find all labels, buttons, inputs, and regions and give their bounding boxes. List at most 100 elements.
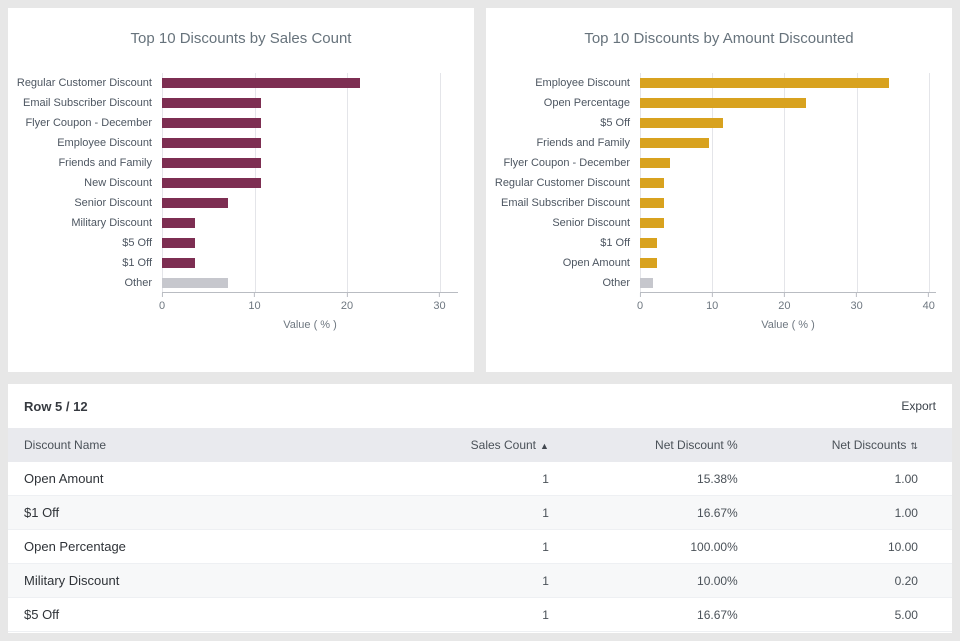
bar-row	[640, 73, 936, 93]
chart-card-sales-count: Top 10 Discounts by Sales Count Regular …	[8, 8, 474, 372]
sort-arrows-icon: ⇅	[910, 441, 918, 451]
cell-net-discounts: 0.20	[894, 573, 918, 588]
category-label: Other	[602, 277, 630, 289]
gridline	[439, 73, 441, 292]
bar-row	[162, 153, 458, 173]
bar	[640, 138, 710, 148]
bar	[640, 178, 664, 188]
column-header-label: Sales Count	[470, 438, 537, 452]
bar-row	[162, 193, 458, 213]
chart-body: Employee Discount Open Percentage $5 Off Fr…	[486, 73, 952, 331]
y-axis-labels: Employee Discount Open Percentage $5 Off Fr…	[492, 73, 640, 331]
bar	[640, 218, 664, 228]
x-tick-label: 40	[923, 293, 935, 312]
bar-row	[162, 73, 458, 93]
plot-area	[162, 73, 458, 293]
discounts-table-card: Row 5 / 12 Export Discount Name Sales Cou…	[8, 384, 952, 633]
bar	[640, 278, 653, 288]
column-header-label: Discount Name	[24, 438, 107, 452]
x-axis-ticks: 0 10 20 30 40	[637, 293, 936, 313]
caret-up-icon: ▲	[540, 441, 549, 451]
x-tick-label: 10	[248, 293, 260, 312]
cell-sales-count: 1	[542, 471, 549, 486]
table-row[interactable]: $5 Off 1 16.67% 5.00	[8, 598, 952, 632]
column-header-net-discount-[interactable]: Net Discount %	[565, 438, 754, 452]
category-label: Military Discount	[71, 217, 152, 229]
row-count-indicator: Row 5 / 12	[24, 398, 88, 414]
column-header-label: Net Discount %	[655, 438, 738, 452]
cell-sales-count: 1	[542, 539, 549, 554]
bar-row	[162, 173, 458, 193]
category-label: New Discount	[84, 177, 152, 189]
category-label: Open Percentage	[543, 97, 630, 109]
cell-net-discount-pct: 16.67%	[697, 607, 738, 622]
cell-net-discount-pct: 10.00%	[697, 573, 738, 588]
cell-net-discounts: 1.00	[894, 471, 918, 486]
cell-discount-name: $1 Off	[24, 505, 60, 520]
x-tick-label: 0	[159, 293, 165, 312]
category-label: Email Subscriber Discount	[23, 97, 152, 109]
table-row[interactable]: $1 Off 1 16.67% 1.00	[8, 496, 952, 530]
gridline	[347, 73, 348, 292]
column-header-discount-name[interactable]: Discount Name	[8, 438, 395, 452]
column-header-sales-count[interactable]: Sales Count ▲	[395, 438, 565, 452]
cell-net-discount-pct: 15.38%	[697, 471, 738, 486]
x-axis-ticks: 0 10 20 30	[159, 293, 458, 313]
charts-row: Top 10 Discounts by Sales Count Regular …	[8, 8, 952, 372]
category-label: Senior Discount	[74, 197, 152, 209]
gridline	[712, 73, 714, 292]
bar-row	[640, 153, 936, 173]
x-axis-title: Value ( % )	[761, 319, 815, 331]
chart-body: Regular Customer Discount Email Subscribe…	[8, 73, 474, 331]
bar	[640, 198, 664, 208]
x-tick-label: 30	[433, 293, 445, 312]
bar-row	[640, 133, 936, 153]
table-row[interactable]: Open Amount 1 15.38% 1.00	[8, 462, 952, 496]
bar-row	[640, 233, 936, 253]
category-label: $1 Off	[600, 237, 630, 249]
bar	[162, 78, 361, 88]
bar	[162, 218, 196, 228]
cell-sales-count: 1	[542, 505, 549, 520]
category-label: Open Amount	[562, 257, 630, 269]
category-label: Friends and Family	[536, 137, 630, 149]
category-label: $5 Off	[122, 237, 152, 249]
bar	[162, 258, 196, 268]
x-axis-title: Value ( % )	[283, 319, 337, 331]
column-header-label: Net Discounts	[831, 438, 907, 452]
chart-title: Top 10 Discounts by Sales Count	[130, 30, 352, 47]
bar-row	[162, 133, 458, 153]
bar-row	[162, 93, 458, 113]
cell-net-discounts: 10.00	[887, 539, 918, 554]
gridline	[928, 73, 930, 292]
cell-discount-name: Military Discount	[24, 573, 120, 588]
category-label: Regular Customer Discount	[16, 77, 152, 89]
x-tick-label: 10	[706, 293, 718, 312]
bar-row	[640, 113, 936, 133]
cell-sales-count: 1	[542, 573, 549, 588]
table-row[interactable]: Military Discount 1 10.00% 0.20	[8, 564, 952, 598]
bar	[640, 238, 657, 248]
x-tick-label: 0	[637, 293, 643, 312]
bar	[162, 118, 262, 128]
cell-discount-name: Open Amount	[24, 471, 104, 486]
bar	[640, 258, 657, 268]
bar-row	[162, 253, 458, 273]
bar-row	[640, 273, 936, 293]
bar	[640, 98, 807, 108]
cell-net-discounts: 5.00	[894, 607, 918, 622]
category-label: Regular Customer Discount	[494, 177, 630, 189]
bar	[162, 138, 262, 148]
table-row[interactable]: Open Percentage 1 100.00% 10.00	[8, 530, 952, 564]
column-header-net-discounts[interactable]: Net Discounts ⇅	[754, 438, 952, 452]
bar-row	[162, 233, 458, 253]
category-label: Employee Discount	[535, 77, 630, 89]
bar	[640, 118, 724, 128]
export-button[interactable]: Export	[901, 399, 936, 413]
gridline	[856, 73, 858, 292]
table-body: Open Amount 1 15.38% 1.00 $1 Off 1 16.67% 1.00 O…	[8, 462, 952, 632]
bar-row	[162, 273, 458, 293]
bar	[640, 78, 890, 88]
cell-net-discount-pct: 16.67%	[697, 505, 738, 520]
